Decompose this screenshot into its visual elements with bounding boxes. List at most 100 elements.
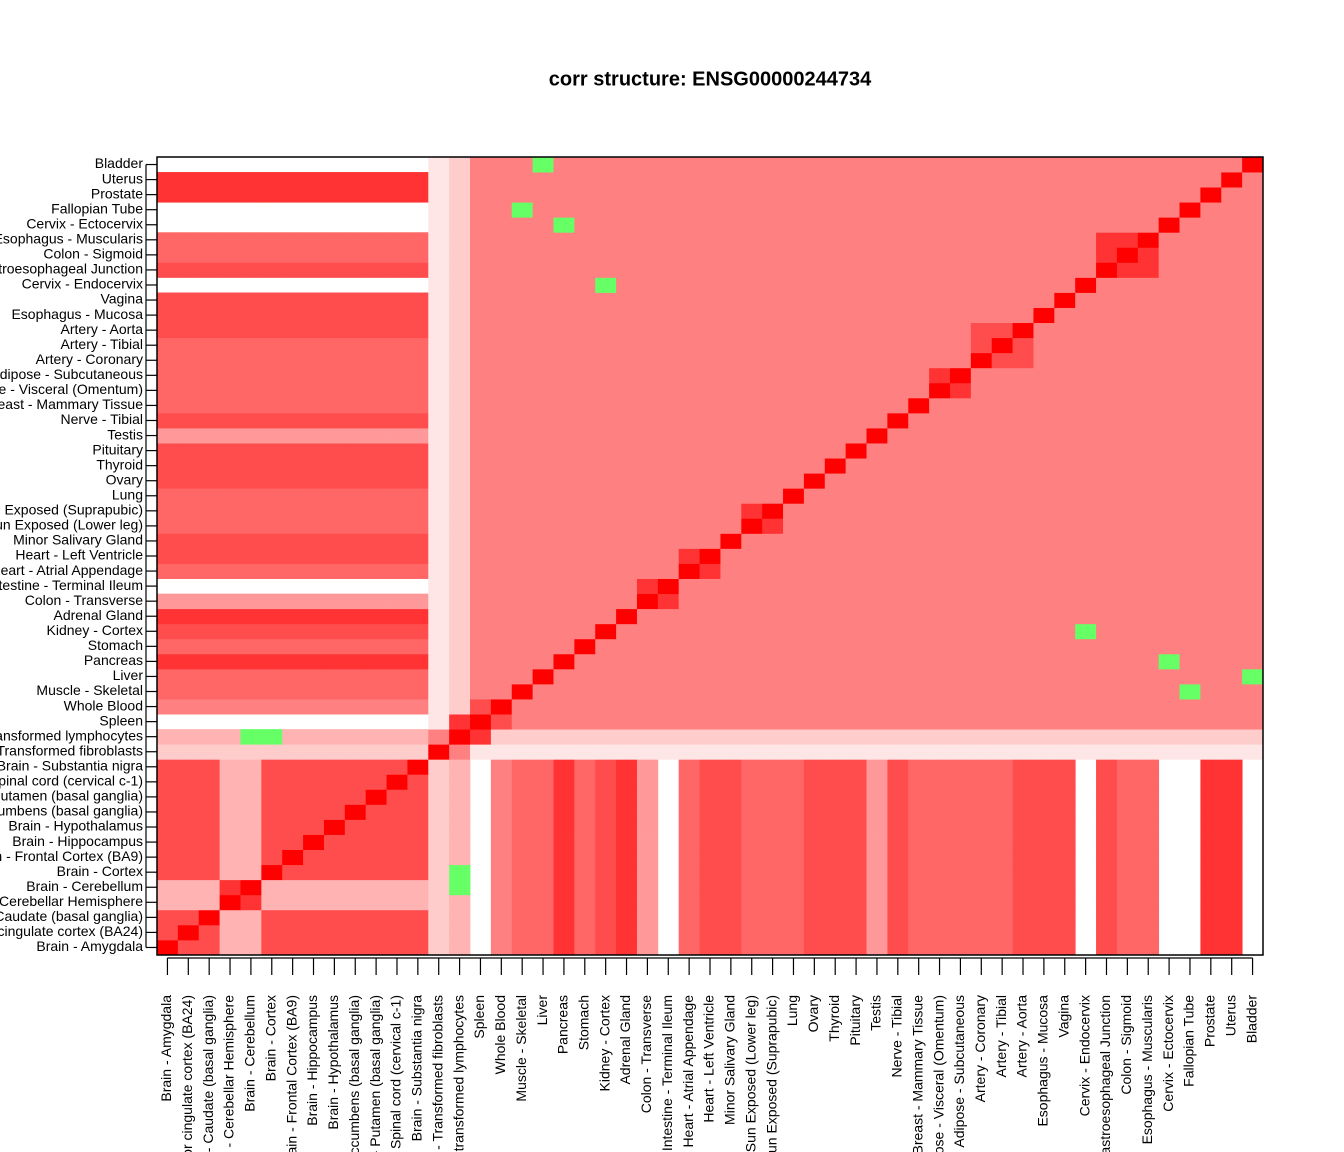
heat-cell: [678, 533, 700, 549]
heat-cell: [1200, 894, 1222, 911]
heat-cell: [949, 668, 972, 685]
heat-cell: [532, 262, 554, 278]
heat-cell: [741, 864, 763, 881]
y-tick-label: Cervix - Endocervix: [22, 276, 143, 292]
heat-cell: [532, 563, 554, 579]
heat-cell: [428, 623, 450, 640]
heat-cell: [762, 292, 784, 308]
heat-cell: [949, 187, 972, 203]
heat-cell: [1116, 172, 1139, 188]
heat-cell: [407, 382, 429, 399]
heat-cell: [344, 172, 367, 188]
heat-cell: [991, 367, 1013, 384]
heat-cell: [303, 924, 325, 941]
heat-cell: [532, 638, 554, 655]
heat-cell: [991, 804, 1013, 820]
heat-cell: [365, 608, 387, 625]
heat-cell: [762, 337, 784, 354]
heat-cell: [449, 292, 471, 308]
heat-cell: [824, 307, 847, 324]
heat-cell: [1116, 322, 1139, 339]
heat-cell: [386, 638, 408, 655]
heat-cell: [866, 744, 888, 760]
x-tick-label: Skin - Sun Exposed (Lower leg): [742, 995, 758, 1152]
heat-cell: [1096, 668, 1118, 685]
heat-cell: [323, 608, 346, 625]
x-tick-label: Brain - Cortex: [262, 995, 278, 1081]
heat-cell: [741, 322, 763, 339]
heat-cell: [344, 473, 367, 489]
heat-cell: [657, 187, 680, 203]
heat-cell: [908, 744, 930, 760]
y-tick-label: Uterus: [102, 170, 143, 186]
heat-cell: [219, 428, 241, 444]
heat-cell: [449, 322, 471, 339]
heat-cell: [282, 262, 304, 278]
heat-cell: [198, 699, 221, 715]
heat-cell: [303, 307, 325, 324]
heat-cell: [1033, 473, 1055, 489]
heat-cell: [553, 653, 575, 670]
heat-cell: [157, 307, 179, 324]
heat-cell: [449, 428, 471, 444]
heat-cell: [553, 864, 575, 881]
heat-cell: [929, 924, 951, 941]
heat-cell: [386, 699, 408, 715]
heat-cell: [386, 488, 408, 504]
heat-cell: [762, 533, 784, 549]
heat-cell: [678, 834, 700, 851]
heat-cell: [303, 518, 325, 534]
heat-cell: [908, 909, 930, 926]
heat-cell: [1242, 714, 1264, 730]
heat-cell: [699, 909, 721, 926]
heat-cell: [219, 804, 241, 820]
heat-cell: [1033, 548, 1055, 564]
heat-cell: [177, 518, 200, 534]
heat-cell: [470, 428, 492, 444]
heat-cell: [198, 548, 221, 564]
heat-cell: [1012, 909, 1034, 926]
x-tick-label: Liver: [534, 995, 550, 1026]
heat-cell: [595, 924, 617, 941]
heat-cell: [949, 397, 972, 414]
heat-cell: [1179, 217, 1201, 233]
heat-cell: [532, 714, 554, 730]
heat-cell: [177, 367, 200, 384]
y-tick-label: Liver: [113, 667, 144, 683]
heat-cell: [261, 744, 283, 760]
heat-cell: [470, 352, 492, 369]
heat-cell: [574, 533, 596, 549]
heat-cell: [1137, 593, 1160, 610]
heat-cell: [657, 653, 680, 670]
heat-cell: [365, 548, 387, 564]
heat-cell: [741, 834, 763, 851]
heat-cell: [699, 533, 721, 549]
heat-cell: [219, 518, 241, 534]
heat-cell: [616, 443, 638, 459]
heat-cell: [866, 774, 888, 790]
heat-cell: [198, 804, 221, 820]
heat-cell: [553, 412, 575, 429]
heat-cell: [949, 563, 972, 579]
heat-cell: [636, 503, 659, 519]
heat-cell: [428, 653, 450, 670]
heat-cell: [1221, 488, 1243, 504]
heat-cell: [303, 789, 325, 805]
heat-cell: [240, 307, 262, 324]
heat-cell: [511, 834, 534, 851]
heat-cell: [157, 428, 179, 444]
heat-cell: [198, 307, 221, 324]
heat-cell: [762, 563, 784, 579]
heat-cell: [720, 623, 742, 640]
heat-cell: [866, 714, 888, 730]
heat-cell: [261, 638, 283, 655]
heat-cell: [929, 864, 951, 881]
heat-cell: [219, 789, 241, 805]
heat-cell: [1179, 518, 1201, 534]
heat-cell: [1054, 683, 1076, 700]
heat-cell: [616, 397, 638, 414]
heat-cell: [1221, 834, 1243, 851]
heat-cell: [845, 729, 867, 745]
heat-cell: [803, 774, 826, 790]
heat-cell: [803, 397, 826, 414]
